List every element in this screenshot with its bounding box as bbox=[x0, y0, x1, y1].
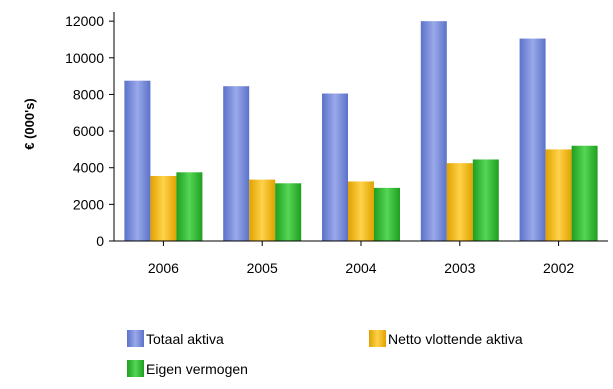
bar-2002-series-1 bbox=[545, 149, 572, 241]
x-tick-label: 2004 bbox=[345, 260, 376, 276]
bar-2005-series-0 bbox=[223, 86, 250, 241]
legend-label: Netto vlottende aktiva bbox=[388, 331, 523, 347]
legend-label: Totaal aktiva bbox=[146, 331, 224, 347]
bar-2005-series-2 bbox=[275, 183, 302, 241]
bar-2005-series-1 bbox=[249, 179, 276, 241]
y-tick-label: 4000 bbox=[73, 160, 104, 176]
y-tick-label: 0 bbox=[96, 233, 104, 249]
bar-2004-series-0 bbox=[322, 93, 348, 241]
x-axis: 2006 2005 2004 2003 2002 bbox=[114, 240, 608, 276]
x-tick-label: 2002 bbox=[543, 260, 574, 276]
y-tick-label: 10000 bbox=[65, 50, 104, 66]
y-axis-title: € (000's) bbox=[22, 98, 37, 150]
y-tick-label: 2000 bbox=[73, 196, 104, 212]
x-tick-label: 2003 bbox=[444, 260, 475, 276]
bars bbox=[124, 21, 598, 242]
bar-2002-series-2 bbox=[571, 145, 598, 241]
legend-swatch bbox=[127, 360, 144, 377]
bar-2004-series-2 bbox=[374, 187, 400, 241]
y-axis: 0 2000 4000 6000 8000 10000 12000 bbox=[65, 12, 115, 249]
bar-2006-series-2 bbox=[176, 172, 203, 241]
bar-2006-series-1 bbox=[150, 175, 177, 241]
y-tick-label: 6000 bbox=[73, 123, 104, 139]
bar-2004-series-1 bbox=[348, 181, 374, 241]
x-tick-label: 2006 bbox=[148, 260, 179, 276]
bar-2003-series-2 bbox=[472, 159, 499, 241]
bar-2003-series-1 bbox=[446, 163, 473, 241]
bar-2002-series-0 bbox=[519, 38, 546, 242]
y-tick-label: 12000 bbox=[65, 13, 104, 29]
legend-swatch bbox=[369, 330, 386, 347]
legend-label: Eigen vermogen bbox=[146, 361, 248, 377]
legend-swatch bbox=[127, 330, 144, 347]
bar-2006-series-0 bbox=[124, 80, 151, 241]
legend: Totaal aktiva Netto vlottende aktiva Eigen… bbox=[127, 330, 523, 377]
y-tick-label: 8000 bbox=[73, 86, 104, 102]
bar-2003-series-0 bbox=[420, 21, 447, 241]
x-tick-label: 2005 bbox=[247, 260, 278, 276]
